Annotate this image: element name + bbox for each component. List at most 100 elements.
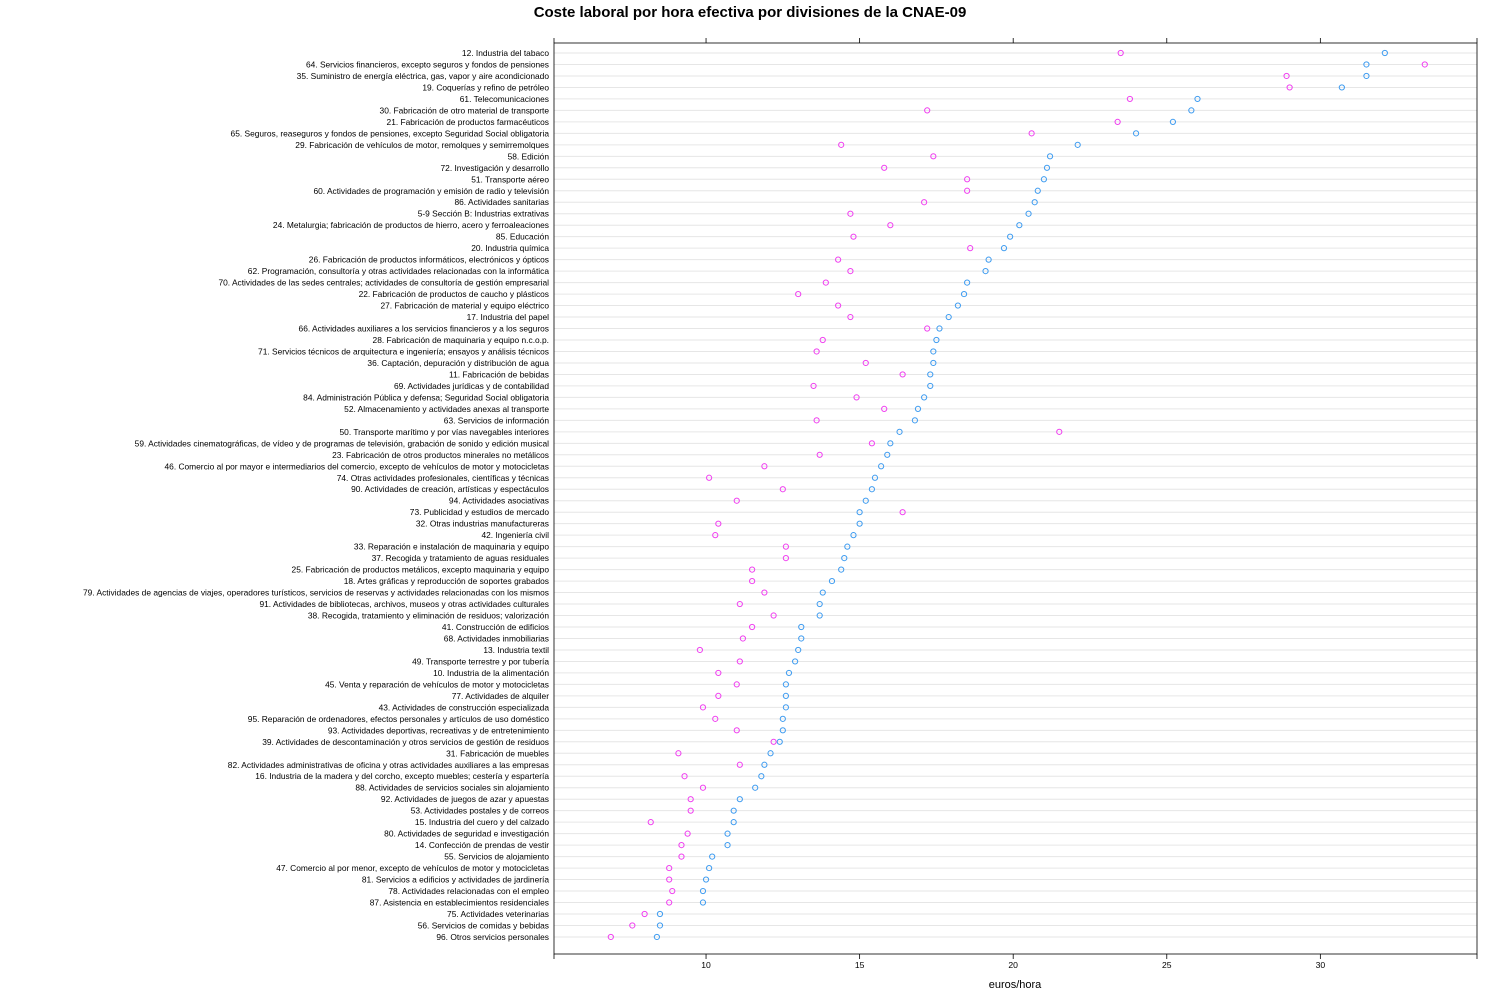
series-1-point bbox=[758, 773, 765, 780]
category-label: 85. Educación bbox=[496, 232, 549, 242]
series-1-point bbox=[819, 589, 826, 596]
series-1-point bbox=[1043, 164, 1051, 171]
series-2-point bbox=[1283, 72, 1290, 80]
category-label: 58. Edición bbox=[508, 151, 550, 161]
category-label: 92. Actividades de juegos de azar y apue… bbox=[381, 794, 549, 804]
category-label: 66. Actividades auxiliares a los servici… bbox=[299, 324, 549, 334]
series-2-point bbox=[770, 738, 777, 745]
series-1-point bbox=[930, 359, 937, 367]
series-2-point bbox=[733, 681, 740, 688]
series-2-point bbox=[835, 302, 842, 309]
series-2-point bbox=[813, 417, 820, 424]
category-label: 61. Telecomunicaciones bbox=[460, 94, 549, 104]
series-2-point bbox=[921, 199, 928, 206]
series-2-point bbox=[681, 773, 688, 780]
series-2-point bbox=[687, 807, 694, 814]
category-label: 12. Industria del tabaco bbox=[462, 48, 549, 58]
series-1-point bbox=[782, 681, 790, 688]
series-1-point bbox=[785, 669, 793, 677]
series-2-point bbox=[684, 830, 691, 837]
category-label: 16. Industria de la madera y del corcho,… bbox=[255, 771, 549, 781]
series-1-point bbox=[884, 451, 891, 458]
series-2-point bbox=[715, 520, 722, 527]
category-label: 33. Reparación e instalación de maquinar… bbox=[354, 542, 549, 552]
series-1-point bbox=[960, 290, 968, 298]
category-label: 80. Actividades de seguridad e investiga… bbox=[384, 829, 549, 839]
series-1-point bbox=[933, 336, 940, 344]
series-2-point bbox=[715, 692, 722, 699]
plot-panel bbox=[553, 42, 1478, 955]
series-2-point bbox=[881, 405, 888, 412]
series-1-point bbox=[927, 382, 934, 390]
series-2-point bbox=[838, 141, 845, 148]
x-tick-label: 25 bbox=[1162, 960, 1172, 970]
x-tick-label: 10 bbox=[701, 960, 711, 970]
series-1-point bbox=[1381, 49, 1388, 57]
category-label: 35. Suministro de energía eléctrica, gas… bbox=[297, 71, 550, 81]
series-1-point bbox=[656, 922, 664, 929]
series-1-point bbox=[782, 692, 790, 699]
category-label: 26. Fabricación de productos informático… bbox=[309, 255, 549, 265]
series-1-point bbox=[1363, 72, 1370, 80]
series-2-point bbox=[819, 336, 826, 344]
series-1-point bbox=[792, 658, 799, 665]
category-label: 53. Actividades postales y de correos bbox=[411, 806, 549, 816]
series-2-point bbox=[967, 245, 974, 252]
category-label: 20. Industria química bbox=[471, 243, 549, 253]
series-2-point bbox=[761, 589, 768, 596]
series-2-point bbox=[795, 290, 802, 298]
series-1-point bbox=[699, 899, 707, 906]
series-1-point bbox=[1000, 245, 1008, 252]
category-label: 25. Fabricación de productos metálicos, … bbox=[292, 565, 550, 575]
x-axis-label: euros/hora bbox=[989, 979, 1042, 991]
x-tick-label: 20 bbox=[1008, 960, 1018, 970]
series-2-point bbox=[715, 669, 722, 677]
category-label: 51. Transporte aéreo bbox=[471, 174, 549, 184]
category-label: 32. Otras industrias manufactureras bbox=[416, 519, 549, 529]
category-label: 36. Captación, depuración y distribución… bbox=[367, 358, 549, 368]
grid-lines bbox=[554, 52, 1477, 938]
category-label: 27. Fabricación de material y equipo elé… bbox=[380, 301, 549, 311]
series-1-point bbox=[798, 623, 805, 631]
series-1-point bbox=[838, 566, 845, 573]
category-label: 46. Comercio al por mayor e intermediari… bbox=[165, 461, 550, 471]
category-label: 70. Actividades de las sedes centrales; … bbox=[218, 278, 549, 288]
category-label: 56. Servicios de comidas y bebidas bbox=[418, 920, 549, 930]
x-tick-label: 30 bbox=[1316, 960, 1326, 970]
series-2-point bbox=[666, 876, 673, 883]
series-2-point bbox=[712, 715, 719, 722]
category-label: 86. Actividades sanitarias bbox=[454, 197, 549, 207]
series-2-point bbox=[850, 233, 857, 240]
series-2-point bbox=[736, 658, 743, 665]
series-2-point bbox=[782, 543, 790, 550]
series-1-point bbox=[1040, 176, 1048, 183]
series-2-point bbox=[675, 750, 682, 757]
category-label: 39. Actividades de descontaminación y ot… bbox=[262, 737, 549, 747]
series-1-point bbox=[841, 555, 848, 562]
series-1-point bbox=[856, 509, 863, 516]
series-2-point bbox=[887, 222, 894, 229]
series-1-point bbox=[656, 910, 664, 918]
series-2-point bbox=[736, 761, 743, 768]
series-1-point bbox=[930, 348, 937, 355]
category-label: 55. Servicios de alojamiento bbox=[444, 852, 549, 862]
series-2-point bbox=[666, 899, 673, 906]
series-1-point bbox=[985, 256, 992, 263]
category-label: 43. Actividades de construcción especial… bbox=[379, 702, 550, 712]
category-label: 37. Recogida y tratamiento de aguas resi… bbox=[372, 553, 549, 563]
category-label: 52. Almacenamiento y actividades anexas … bbox=[344, 404, 549, 414]
category-label: 31. Fabricación de muebles bbox=[446, 748, 549, 758]
series-2-point bbox=[813, 348, 820, 355]
series-1-point bbox=[730, 807, 737, 814]
category-label: 81. Servicios a edificios y actividades … bbox=[362, 875, 549, 885]
series-2-point bbox=[641, 910, 648, 918]
category-label: 77. Actividades de alquiler bbox=[452, 691, 550, 701]
series-1-point bbox=[964, 279, 971, 286]
series-1-point bbox=[1016, 222, 1023, 229]
series-1-point bbox=[868, 486, 876, 493]
series-1-point bbox=[776, 738, 783, 745]
series-2-point bbox=[964, 176, 971, 183]
category-label: 15. Industria del cuero y del calzado bbox=[415, 817, 549, 827]
category-label: 94. Actividades asociativas bbox=[449, 496, 549, 506]
category-label: 91. Actividades de bibliotecas, archivos… bbox=[259, 599, 549, 609]
